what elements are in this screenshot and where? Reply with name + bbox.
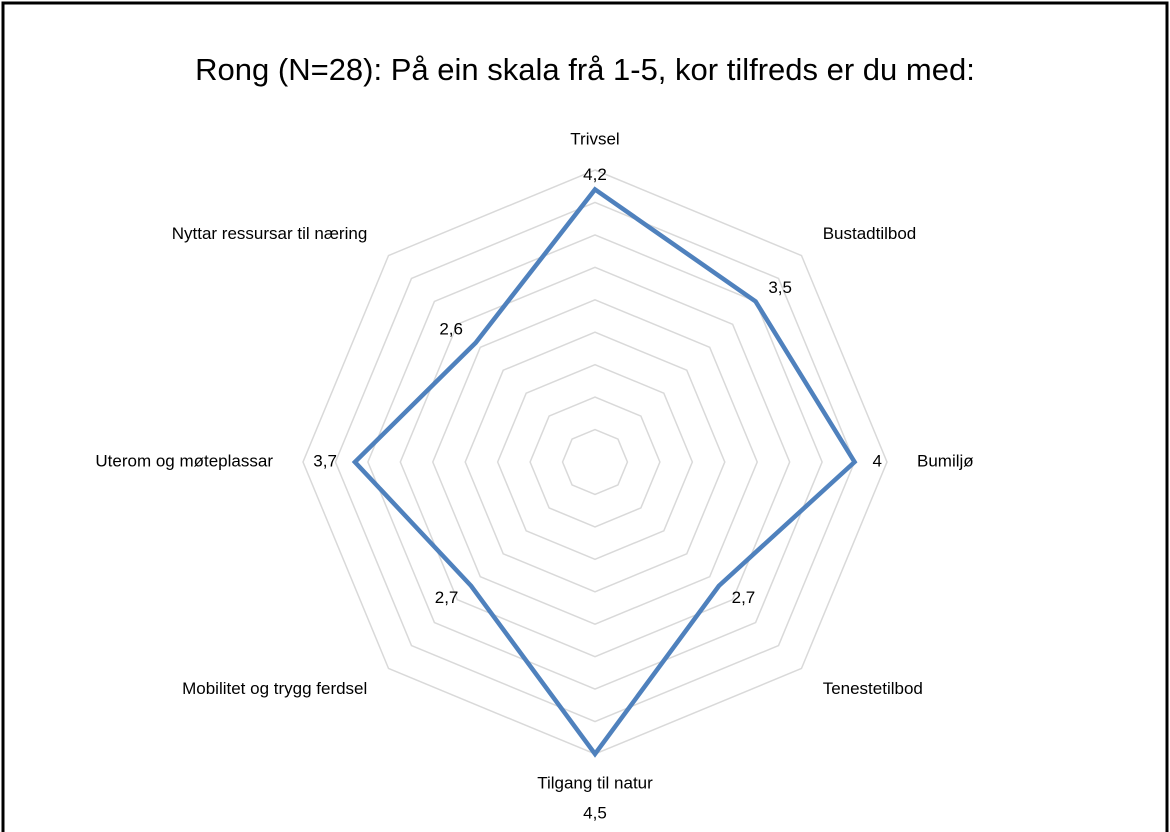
grid-line [399,266,791,658]
chart-title: Rong (N=28): På ein skala frå 1-5, kor t… [195,52,975,87]
value-label: 2,7 [435,588,459,607]
grid-line [529,396,661,528]
grid-line [302,169,888,755]
category-label: Bumiljø [917,451,974,470]
grid-line [431,298,759,626]
grid-line [367,234,823,690]
value-label: 2,7 [732,588,756,607]
category-label: Nyttar ressursar til næring [172,224,368,243]
value-label: 4,2 [583,165,607,184]
category-label: Tenestetilbod [823,679,923,698]
data-line [351,186,858,758]
grid-line [561,428,629,496]
value-label: 3,7 [313,451,337,470]
category-label: Trivsel [570,129,619,148]
category-label: Uterom og møteplassar [95,451,273,470]
grid-line [496,363,694,561]
value-label: 2,6 [439,319,463,338]
grid-line [334,201,856,723]
value-label: 4,5 [583,803,607,822]
category-label: Tilgang til natur [537,773,653,792]
value-label: 3,5 [768,278,792,297]
category-label: Bustadtilbod [823,224,917,243]
grid-line [464,331,726,593]
value-label: 4 [873,451,882,470]
category-label: Mobilitet og trygg ferdsel [182,679,367,698]
